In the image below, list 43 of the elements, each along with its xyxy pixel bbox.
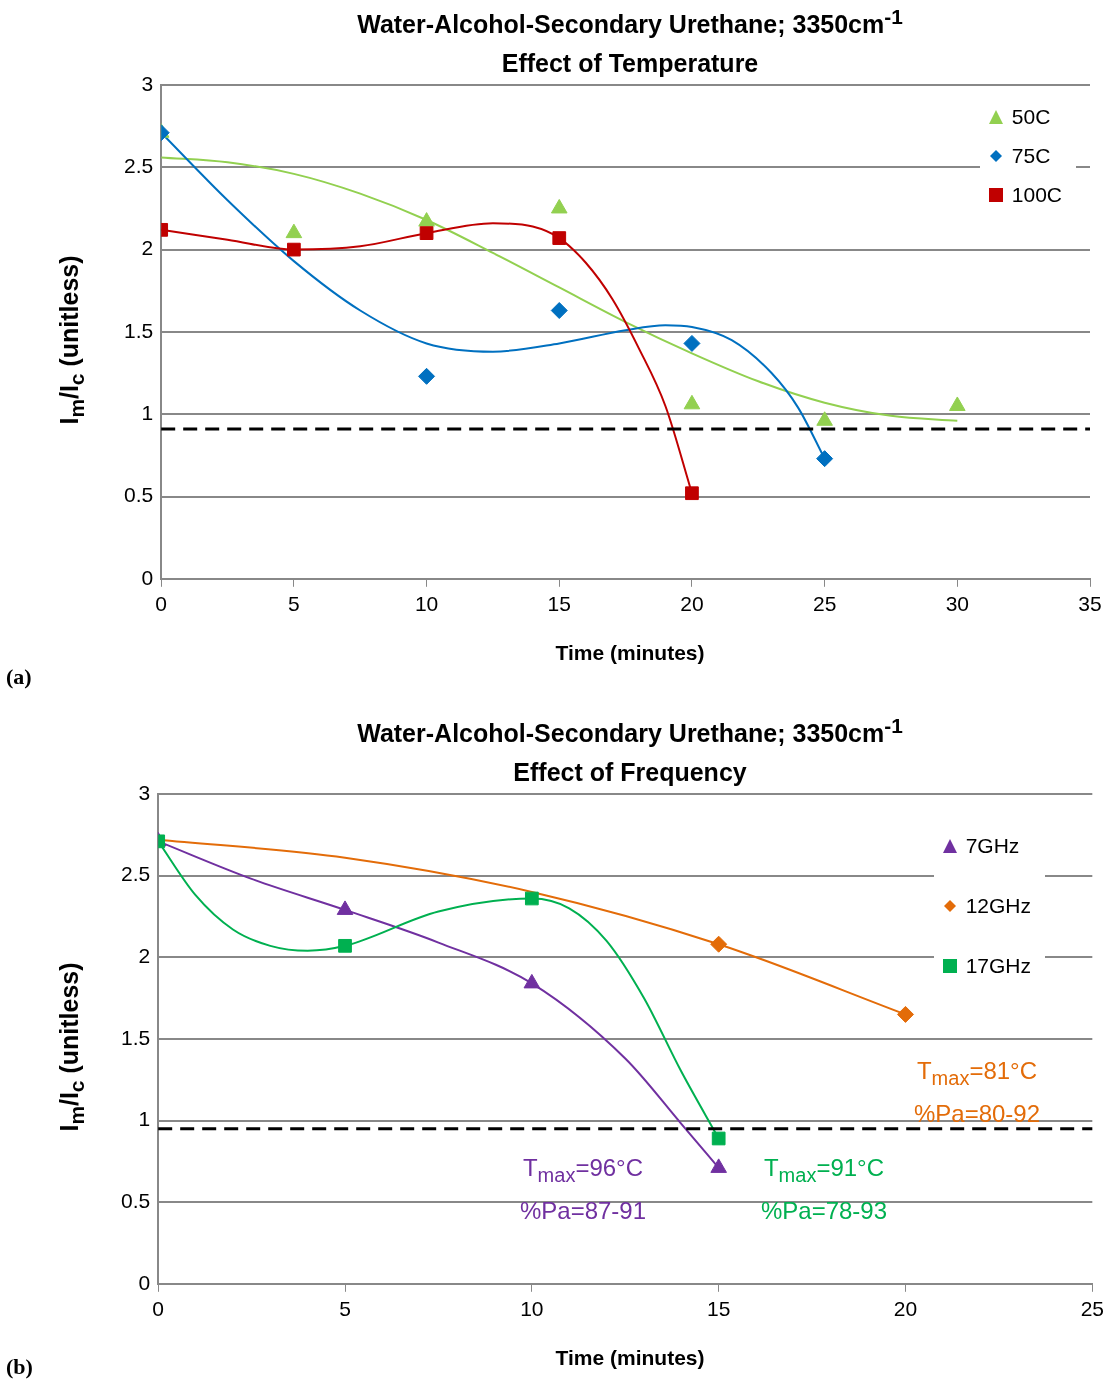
text: (a) xyxy=(6,664,32,690)
y-tick-label: 3 xyxy=(141,71,154,95)
x-tick-label: 35 xyxy=(1078,592,1102,616)
chart-subtitle: Effect of Temperature xyxy=(501,49,759,78)
text: (b) xyxy=(6,1354,33,1380)
y-tick-label: 3 xyxy=(138,780,151,804)
y-tick-label: 0.5 xyxy=(123,483,154,507)
chart-title: Water-Alcohol-Secondary Urethane; 3350cm$^{-1}$ xyxy=(357,5,903,39)
y-tick-label: 1.5 xyxy=(123,318,154,342)
x-tick-label: 15 xyxy=(547,592,571,616)
y-tick-label: 1 xyxy=(138,1107,151,1131)
legend-label: 50C xyxy=(1011,104,1051,130)
x-tick-label: 15 xyxy=(706,1297,731,1321)
x-tick-label: 25 xyxy=(812,592,837,616)
y-tick-label: 2 xyxy=(141,236,154,260)
x-tick-label: 20 xyxy=(680,592,704,616)
y-tick-label: 2 xyxy=(138,944,151,968)
legend-label: 75C xyxy=(1011,143,1051,169)
annotation: T$_{max}$=96°C %Pa=87-91 xyxy=(518,1153,648,1226)
legend-label: 100C xyxy=(1011,182,1062,208)
legend-label: 17GHz xyxy=(965,953,1031,979)
x-axis-title: Time (minutes) xyxy=(554,1346,706,1370)
y-tick-label: 1 xyxy=(141,401,154,424)
x-tick-label: 5 xyxy=(339,1297,351,1321)
x-tick-label: 5 xyxy=(288,592,300,616)
chart-subtitle: Effect of Frequency xyxy=(513,758,747,787)
y-tick-label: 0 xyxy=(138,1270,151,1294)
y-tick-label: 0 xyxy=(141,565,154,589)
x-tick-label: 10 xyxy=(520,1297,544,1321)
x-tick-label: 20 xyxy=(893,1297,918,1321)
x-tick-label: 25 xyxy=(1080,1297,1104,1321)
annotation: T$_{max}$=81°C %Pa=80-92 xyxy=(912,1056,1042,1129)
y-tick-label: 2.5 xyxy=(120,862,151,886)
x-tick-label: 30 xyxy=(945,592,969,616)
chart-title: Water-Alcohol-Secondary Urethane; 3350cm$^{-1}$ xyxy=(357,714,903,748)
x-tick-label: 10 xyxy=(414,592,439,616)
legend-label: 12GHz xyxy=(965,893,1031,919)
annotation: T$_{max}$=91°C %Pa=78-93 xyxy=(759,1153,889,1226)
y-tick-label: 0.5 xyxy=(120,1188,151,1212)
y-tick-label: 2.5 xyxy=(123,154,154,178)
x-axis-title: Time (minutes) xyxy=(554,641,706,665)
y-tick-label: 1.5 xyxy=(120,1025,151,1049)
legend-label: 7GHz xyxy=(965,833,1020,859)
